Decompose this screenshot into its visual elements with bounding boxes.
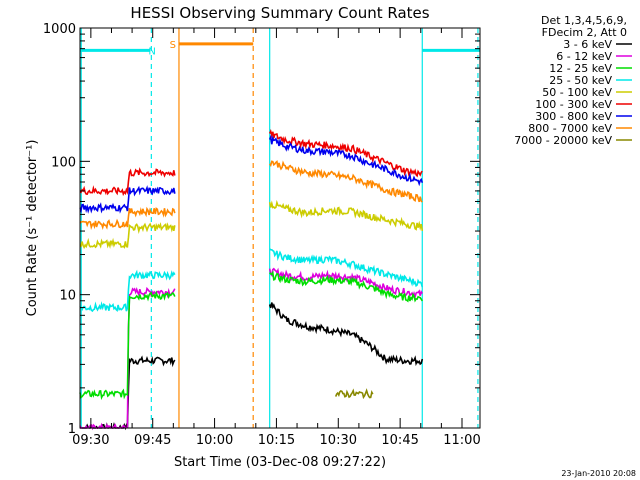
legend-entry-label: 6 - 12 keV — [556, 50, 612, 63]
x-axis-label: Start Time (03-Dec-08 09:27:22) — [174, 455, 386, 470]
legend-entry-label: 50 - 100 keV — [542, 86, 612, 99]
legend-header: FDecim 2, Att 0 — [542, 26, 627, 39]
series-line — [79, 199, 424, 250]
legend-entry-label: 800 - 7000 keV — [528, 122, 612, 135]
x-tick-label: 10:30 — [320, 433, 357, 448]
series-line — [79, 160, 423, 230]
legend: Det 1,3,4,5,6,9,FDecim 2, Att 03 - 6 keV… — [514, 14, 632, 147]
series-line — [79, 302, 424, 431]
y-axis: 1 10 100 1000 — [43, 22, 480, 437]
y-tick-label: 100 — [51, 155, 76, 170]
chart-title: HESSI Observing Summary Count Rates — [130, 4, 429, 22]
legend-entry-label: 100 - 300 keV — [535, 98, 612, 111]
legend-entry-label: 25 - 50 keV — [549, 74, 612, 87]
x-tick-label: 09:30 — [72, 433, 109, 448]
x-tick-label: 10:15 — [258, 433, 295, 448]
legend-header: Det 1,3,4,5,6,9, — [541, 14, 627, 27]
series-line — [79, 128, 423, 197]
footer-date: 23-Jan-2010 20:08 — [561, 469, 636, 478]
series-line — [79, 270, 423, 401]
series-line — [79, 134, 424, 214]
y-tick-label: 10 — [59, 289, 76, 304]
x-tick-label: 10:00 — [196, 433, 233, 448]
x-tick-label: 11:00 — [443, 433, 480, 448]
y-axis-label: Count Rate (s⁻¹ detector⁻¹) — [25, 140, 40, 317]
y-tick-label: 1000 — [43, 22, 76, 37]
x-tick-label: 09:45 — [134, 433, 171, 448]
legend-entry-label: 12 - 25 keV — [549, 62, 612, 75]
x-tick-label: 10:45 — [381, 433, 418, 448]
series-line — [79, 248, 424, 313]
legend-entry-label: 3 - 6 keV — [563, 38, 612, 51]
plot-frame — [79, 27, 481, 429]
legend-entry-label: 7000 - 20000 keV — [514, 134, 612, 147]
x-axis: 09:30 09:45 10:00 10:15 10:30 10:45 11:00 — [72, 28, 481, 448]
annotation-label: S — [170, 40, 176, 51]
annotation-label: N — [148, 46, 155, 57]
legend-entry-label: 300 - 800 keV — [535, 110, 612, 123]
plot-area: NS — [79, 28, 480, 431]
series-line — [334, 388, 374, 400]
y-tick-label: 1 — [68, 422, 76, 437]
